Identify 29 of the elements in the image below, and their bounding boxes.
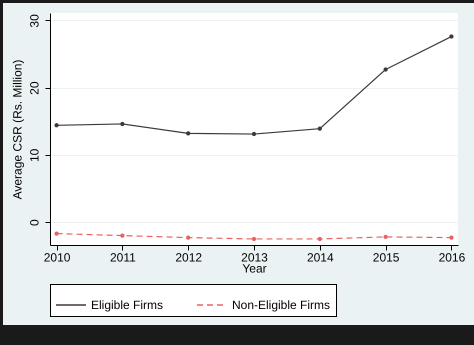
x-axis-title: Year <box>242 262 267 276</box>
point <box>383 234 388 240</box>
point <box>120 122 125 126</box>
point <box>120 233 125 238</box>
point <box>318 126 322 131</box>
point <box>252 132 256 136</box>
y-tick-label: 0 <box>28 218 42 226</box>
point <box>54 123 59 128</box>
x-tick-label: 2011 <box>110 250 136 264</box>
x-tick-label: 2015 <box>372 250 400 264</box>
y-axis-title: Average CSR (Rs. Million) <box>10 60 24 200</box>
point <box>449 235 454 240</box>
point <box>186 131 190 136</box>
y-tick-label: 10 <box>28 148 42 162</box>
point <box>318 236 322 242</box>
point <box>252 236 256 242</box>
point <box>449 34 454 39</box>
x-tick-label: 2010 <box>44 250 71 264</box>
legend-label: Non-Eligible Firms <box>232 298 330 312</box>
x-tick-label: 2013 <box>241 250 268 264</box>
x-tick-label: 2014 <box>306 250 334 264</box>
point <box>54 231 59 236</box>
y-tick-label: 20 <box>28 81 42 95</box>
x-tick-label: 2012 <box>175 250 202 264</box>
legend-label: Eligible Firms <box>91 298 164 312</box>
x-tick-label: 2016 <box>438 250 466 264</box>
y-tick-label: 30 <box>28 14 42 28</box>
point <box>186 235 190 240</box>
point <box>383 67 388 72</box>
